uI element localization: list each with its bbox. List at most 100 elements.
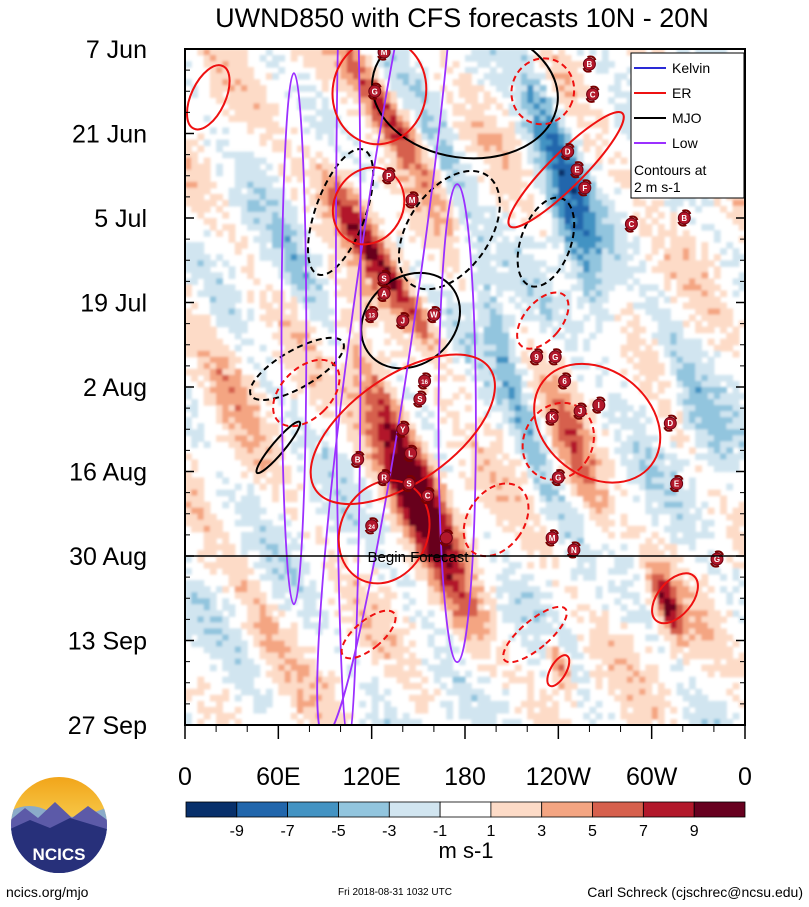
field-cell <box>247 435 255 442</box>
field-cell <box>558 49 566 56</box>
field-cell <box>601 49 609 56</box>
field-cell <box>732 513 740 521</box>
field-cell <box>396 435 404 442</box>
field-cell <box>427 97 435 104</box>
field-cell <box>577 61 584 68</box>
field-cell <box>427 459 435 467</box>
field-cell <box>707 356 715 364</box>
field-cell <box>359 574 367 581</box>
field-cell <box>309 97 317 104</box>
field-cell <box>483 423 491 430</box>
field-cell <box>545 387 553 394</box>
field-cell <box>247 266 255 273</box>
field-cell <box>185 266 192 273</box>
field-cell <box>458 308 466 316</box>
field-cell <box>297 296 304 304</box>
field-cell <box>564 471 572 479</box>
field-cell <box>191 465 199 473</box>
field-cell <box>340 495 348 503</box>
field-cell <box>290 163 298 171</box>
field-cell <box>726 525 734 533</box>
field-cell <box>346 296 354 304</box>
field-cell <box>265 441 273 448</box>
field-cell <box>222 562 230 569</box>
field-cell <box>651 393 659 400</box>
field-cell <box>732 562 740 569</box>
field-cell <box>452 151 460 159</box>
field-cell <box>371 477 379 485</box>
field-cell <box>657 320 665 328</box>
field-cell <box>247 67 255 74</box>
field-cell <box>489 501 497 509</box>
field-cell <box>315 314 323 322</box>
field-cell <box>521 91 528 98</box>
field-cell <box>502 471 510 479</box>
field-cell <box>440 519 447 527</box>
field-cell <box>315 495 323 503</box>
field-cell <box>489 145 497 153</box>
field-cell <box>265 193 273 201</box>
field-cell <box>340 49 348 56</box>
field-cell <box>577 49 584 56</box>
field-cell <box>309 374 317 382</box>
field-cell <box>633 435 640 442</box>
field-cell <box>222 543 230 551</box>
field-cell <box>247 91 255 98</box>
field-cell <box>564 417 572 424</box>
field-cell <box>247 314 255 322</box>
field-cell <box>465 556 472 563</box>
field-cell <box>458 133 466 141</box>
field-cell <box>545 459 553 467</box>
field-cell <box>328 67 335 74</box>
field-cell <box>452 308 460 316</box>
field-cell <box>328 362 335 370</box>
field-cell <box>521 314 528 322</box>
field-cell <box>707 507 715 515</box>
field-cell <box>415 568 423 575</box>
field-cell <box>290 302 298 310</box>
field-cell <box>440 157 447 165</box>
field-cell <box>247 423 255 430</box>
field-cell <box>508 157 516 165</box>
field-cell <box>514 236 522 243</box>
field-cell <box>601 429 609 436</box>
field-cell <box>452 266 460 273</box>
field-cell <box>340 362 348 370</box>
field-cell <box>483 483 491 491</box>
field-cell <box>228 550 236 557</box>
field-cell <box>471 103 479 110</box>
field-cell <box>209 127 217 135</box>
field-cell <box>633 326 640 334</box>
field-cell <box>390 79 398 86</box>
field-cell <box>564 429 572 436</box>
field-cell <box>620 181 628 189</box>
field-cell <box>216 417 223 424</box>
field-cell <box>689 284 696 292</box>
field-cell <box>670 453 678 461</box>
field-cell <box>384 236 391 243</box>
field-cell <box>608 199 615 207</box>
field-cell <box>371 248 379 255</box>
field-cell <box>633 320 640 328</box>
field-cell <box>545 465 553 473</box>
field-cell <box>216 368 223 376</box>
field-cell <box>664 465 671 473</box>
field-cell <box>583 284 591 292</box>
field-cell <box>365 393 373 400</box>
field-cell <box>340 314 348 322</box>
field-cell <box>191 157 199 165</box>
field-cell <box>527 405 535 412</box>
field-cell <box>284 556 292 563</box>
field-cell <box>365 489 373 497</box>
field-cell <box>620 278 628 286</box>
field-cell <box>259 417 267 424</box>
field-cell <box>533 103 541 110</box>
field-cell <box>253 218 261 225</box>
field-cell <box>203 169 211 177</box>
field-cell <box>353 507 360 515</box>
field-cell <box>577 562 584 569</box>
field-cell <box>483 127 491 135</box>
field-cell <box>359 495 367 503</box>
field-cell <box>533 435 541 442</box>
field-cell <box>552 266 559 273</box>
